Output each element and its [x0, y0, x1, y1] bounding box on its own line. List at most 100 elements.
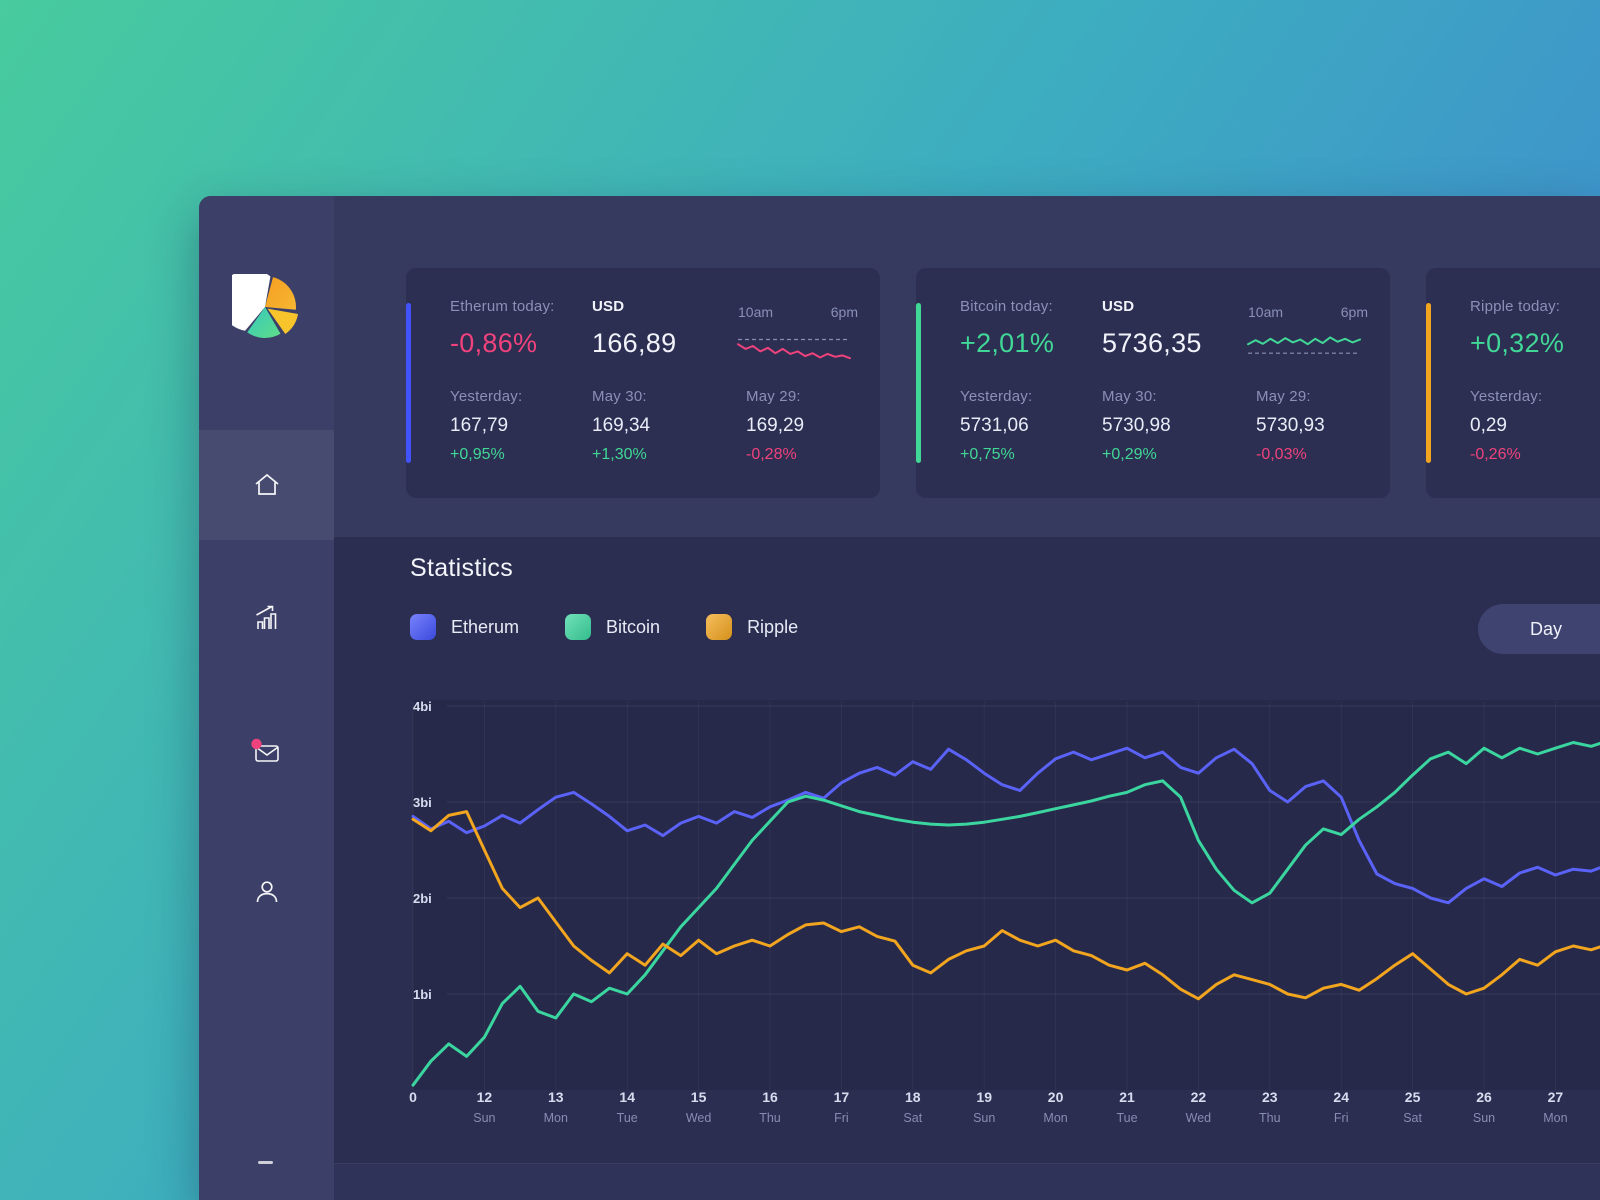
crypto-dashboard-window: Etherum today: -0,86% USD 166,89 10am 6p… — [199, 196, 1600, 1200]
svg-text:20: 20 — [1048, 1089, 1064, 1105]
currency-label: USD — [1102, 298, 1135, 315]
svg-text:24: 24 — [1333, 1089, 1349, 1105]
spark-start-label: 10am — [738, 304, 774, 320]
spark-end-label: 6pm — [830, 304, 858, 320]
price-value: 166,89 — [592, 328, 677, 358]
card-title: Etherum today: — [450, 298, 555, 315]
legend-item-etherum[interactable]: Etherum — [410, 614, 519, 640]
day-range-button[interactable]: Day — [1478, 604, 1600, 654]
etherum-card: Etherum today: -0,86% USD 166,89 10am 6p… — [406, 268, 880, 498]
footer-band — [334, 1163, 1600, 1200]
mail-icon — [250, 738, 279, 762]
svg-text:Tue: Tue — [617, 1111, 638, 1125]
statistics-band — [334, 537, 1600, 1163]
sparkline-chart — [1247, 336, 1361, 354]
svg-text:0: 0 — [409, 1089, 417, 1105]
svg-text:Wed: Wed — [686, 1111, 712, 1125]
sidebar-item-home[interactable] — [199, 450, 334, 520]
sidebar-item-statistics[interactable] — [199, 583, 334, 653]
svg-text:13: 13 — [548, 1089, 564, 1105]
svg-text:Thu: Thu — [1259, 1111, 1281, 1125]
spark-start-label: 10am — [1248, 304, 1284, 320]
stat-label: Yesterday: — [450, 388, 523, 405]
svg-text:1bi: 1bi — [413, 987, 432, 1002]
sidebar-active-highlight — [199, 430, 334, 540]
sidebar-item-messages[interactable] — [199, 718, 334, 788]
partial-bottom-icon[interactable] — [258, 1161, 273, 1164]
svg-text:18: 18 — [905, 1089, 921, 1105]
svg-text:Sun: Sun — [973, 1111, 995, 1125]
stat-label: May 30: — [592, 388, 647, 405]
svg-text:Sat: Sat — [1403, 1111, 1422, 1125]
statistics-chart: 0 12 Sun 13 Mon 14 Tue 15 Wed 16 Thu 17 Fri 18 Sat 19 Su… — [409, 699, 1600, 1125]
stat-value: 169,29 — [746, 415, 805, 436]
legend-item-ripple[interactable]: Ripple — [706, 614, 798, 640]
sidebar — [199, 196, 334, 1200]
svg-text:26: 26 — [1476, 1089, 1492, 1105]
svg-text:25: 25 — [1405, 1089, 1421, 1105]
svg-text:Fri: Fri — [834, 1111, 849, 1125]
sparkline-time-range: 10am 6pm — [1248, 304, 1368, 320]
svg-text:Mon: Mon — [1543, 1111, 1567, 1125]
svg-text:27: 27 — [1548, 1089, 1564, 1105]
chart-legend: Etherum Bitcoin Ripple — [410, 614, 798, 640]
currency-label: USD — [592, 298, 625, 315]
legend-swatch-ripple — [706, 614, 733, 640]
stat-label: May 29: — [1256, 388, 1311, 405]
price-value: 5736,35 — [1102, 328, 1202, 358]
sparkline-time-range: 10am 6pm — [738, 304, 858, 320]
stat-label: Yesterday: — [960, 388, 1033, 405]
svg-text:Tue: Tue — [1116, 1111, 1137, 1125]
svg-text:Sun: Sun — [1473, 1111, 1495, 1125]
svg-text:12: 12 — [477, 1089, 493, 1105]
svg-text:17: 17 — [834, 1089, 850, 1105]
svg-text:19: 19 — [976, 1089, 992, 1105]
stat-value: 5730,93 — [1256, 415, 1325, 436]
today-change: +0,32% — [1470, 328, 1565, 358]
ripple-card: Ripple today: +0,32% Yesterday: 0,29 -0,… — [1426, 268, 1600, 498]
stat-change: +0,95% — [450, 446, 505, 463]
stat-value: 5730,98 — [1102, 415, 1171, 436]
app-logo[interactable] — [219, 269, 298, 340]
stat-label: Yesterday: — [1470, 388, 1543, 405]
stat-change: +1,30% — [592, 446, 647, 463]
svg-text:14: 14 — [619, 1089, 635, 1105]
bar-chart-icon — [255, 605, 276, 629]
svg-text:Sun: Sun — [473, 1111, 495, 1125]
spark-end-label: 6pm — [1340, 304, 1368, 320]
legend-label: Etherum — [451, 616, 520, 637]
sparkline-chart — [737, 338, 851, 360]
svg-text:21: 21 — [1119, 1089, 1135, 1105]
stat-value: 5731,06 — [960, 415, 1029, 436]
stat-value: 167,79 — [450, 415, 509, 436]
today-change: +2,01% — [960, 328, 1055, 358]
legend-item-bitcoin[interactable]: Bitcoin — [565, 614, 660, 640]
notification-dot — [250, 738, 262, 750]
stat-label: May 29: — [746, 388, 801, 405]
svg-text:Wed: Wed — [1186, 1111, 1212, 1125]
legend-swatch-bitcoin — [565, 614, 592, 640]
svg-text:3bi: 3bi — [413, 795, 432, 810]
svg-text:Sat: Sat — [903, 1111, 922, 1125]
legend-label: Ripple — [747, 616, 799, 637]
svg-text:23: 23 — [1262, 1089, 1278, 1105]
bitcoin-card: Bitcoin today: +2,01% USD 5736,35 10am 6… — [916, 268, 1390, 498]
card-accent-bar — [406, 303, 411, 463]
svg-text:22: 22 — [1191, 1089, 1207, 1105]
svg-text:Mon: Mon — [544, 1111, 568, 1125]
svg-text:Thu: Thu — [759, 1111, 781, 1125]
sidebar-item-profile[interactable] — [199, 857, 334, 927]
legend-swatch-etherum — [410, 614, 436, 640]
svg-text:Mon: Mon — [1043, 1111, 1067, 1125]
stat-change: -0,26% — [1470, 446, 1521, 463]
statistics-title: Statistics — [410, 554, 514, 582]
pie-logo-icon — [219, 269, 298, 338]
stat-change: -0,03% — [1256, 446, 1307, 463]
stat-label: May 30: — [1102, 388, 1157, 405]
card-accent-bar — [1426, 303, 1431, 463]
svg-text:4bi: 4bi — [413, 699, 432, 714]
svg-text:15: 15 — [691, 1089, 707, 1105]
today-change: -0,86% — [450, 328, 538, 358]
user-icon — [256, 881, 277, 903]
